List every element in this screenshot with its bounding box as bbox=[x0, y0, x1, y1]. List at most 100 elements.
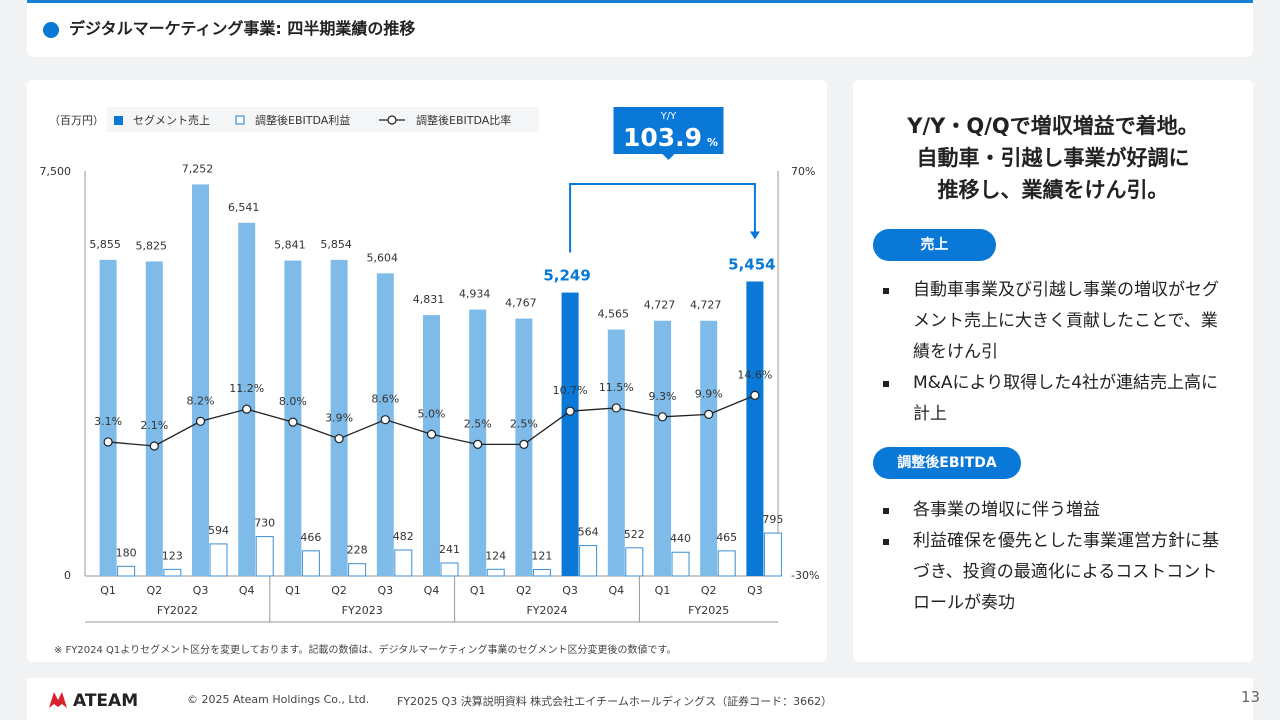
ebitda-value-label: 121 bbox=[531, 549, 552, 562]
document-info: FY2025 Q3 決算説明資料 株式会社エイチームホールディングス（証券コード… bbox=[397, 695, 833, 708]
copyright-text: © 2025 Ateam Holdings Co., Ltd. bbox=[187, 693, 370, 706]
headline-line: 自動車・引越し事業が好調に bbox=[916, 146, 1190, 170]
legend-swatch-sales bbox=[114, 116, 123, 125]
ratio-point bbox=[288, 417, 298, 427]
ebitda-value-label: 228 bbox=[347, 544, 368, 557]
yoy-value: 103.9 bbox=[623, 123, 702, 152]
ratio-value-label: 8.0% bbox=[279, 395, 307, 408]
page-number: 13 bbox=[1241, 688, 1261, 706]
ratio-value-label: 2.5% bbox=[464, 417, 492, 430]
unit-label: （百万円） bbox=[49, 114, 104, 127]
ratio-value-label: 2.1% bbox=[140, 419, 168, 432]
bullet-dot-icon bbox=[43, 22, 59, 38]
x-tick-label: Q3 bbox=[377, 584, 393, 597]
yoy-unit: % bbox=[707, 136, 718, 149]
x-tick-label: Q4 bbox=[608, 584, 624, 597]
ebitda-value-label: 440 bbox=[670, 532, 691, 545]
ebitda-bar bbox=[301, 550, 320, 577]
sales-value-label: 5,249 bbox=[543, 267, 590, 285]
footer: ATEAM © 2025 Ateam Holdings Co., Ltd. FY… bbox=[27, 678, 1253, 720]
ratio-point bbox=[380, 415, 390, 425]
yoy-callout-pointer bbox=[662, 154, 675, 160]
ebitda-bar bbox=[671, 551, 690, 577]
ratio-point bbox=[657, 412, 668, 422]
sales-bar bbox=[654, 320, 671, 576]
ebitda-bar bbox=[394, 549, 413, 577]
ratio-point bbox=[334, 434, 344, 444]
page-title: デジタルマーケティング事業: 四半期業績の推移 bbox=[69, 19, 416, 38]
x-tick-label: Q3 bbox=[747, 584, 763, 597]
section-pill-ebitda: 調整後EBITDA bbox=[873, 447, 1021, 479]
ebitda-value-label: 465 bbox=[716, 531, 737, 544]
logo-text: ATEAM bbox=[73, 691, 138, 710]
x-group-label: FY2022 bbox=[157, 604, 198, 617]
sales-bar bbox=[238, 222, 256, 576]
y2-tick-label: 70% bbox=[791, 165, 815, 178]
legend-swatch-ebitda bbox=[235, 115, 245, 125]
sales-value-label: 4,727 bbox=[690, 299, 722, 312]
ratio-point bbox=[611, 403, 621, 413]
sales-value-label: 4,565 bbox=[598, 307, 630, 320]
ebitda-bar bbox=[440, 562, 459, 577]
summary-panel: Y/Y・Q/Qで増収増益で着地。 自動車・引越し事業が好調に 推移し、業績をけん… bbox=[853, 80, 1253, 662]
sales-bar bbox=[192, 184, 209, 576]
ratio-point bbox=[242, 404, 252, 414]
ratio-point bbox=[473, 439, 483, 449]
x-tick-label: Q1 bbox=[100, 584, 116, 597]
ebitda-value-label: 124 bbox=[485, 549, 506, 562]
sales-bar bbox=[99, 259, 117, 576]
ratio-value-label: 11.5% bbox=[599, 381, 634, 394]
sales-value-label: 5,825 bbox=[136, 239, 168, 252]
ratio-point bbox=[565, 406, 575, 416]
yoy-arrowhead bbox=[749, 231, 760, 240]
yoy-callout-box bbox=[613, 107, 724, 154]
x-tick-label: Q2 bbox=[701, 584, 717, 597]
x-group-label: FY2024 bbox=[526, 604, 567, 617]
x-tick-label: Q1 bbox=[655, 584, 671, 597]
x-tick-label: Q2 bbox=[331, 584, 347, 597]
headline-line: 推移し、業績をけん引。 bbox=[937, 178, 1169, 202]
ebitda-bar bbox=[209, 543, 228, 577]
yoy-connector bbox=[569, 183, 756, 253]
ratio-point bbox=[103, 437, 113, 447]
sales-value-label: 5,841 bbox=[274, 239, 306, 252]
y2-tick-label: -30% bbox=[791, 569, 819, 582]
ebitda-value-label: 482 bbox=[393, 530, 414, 543]
ebitda-value-label: 180 bbox=[116, 546, 137, 559]
ebitda-bar bbox=[486, 568, 505, 577]
sales-value-label: 4,934 bbox=[459, 288, 491, 301]
ebitda-bar bbox=[348, 563, 367, 577]
logo-mark-icon bbox=[49, 692, 67, 708]
x-tick-label: Q4 bbox=[239, 584, 255, 597]
ratio-value-label: 14.6% bbox=[737, 368, 772, 381]
ratio-point bbox=[149, 441, 159, 451]
sales-bar bbox=[376, 273, 394, 576]
section-pill-sales: 売上 bbox=[873, 229, 996, 261]
headline-line: Y/Y・Q/Qで増収増益で着地。 bbox=[907, 114, 1199, 138]
x-tick-label: Q4 bbox=[424, 584, 440, 597]
x-tick-label: Q3 bbox=[193, 584, 209, 597]
x-tick-label: Q1 bbox=[470, 584, 486, 597]
sales-value-label: 4,831 bbox=[413, 293, 445, 306]
sales-bullets: 自動車事業及び引越し事業の増収がセグメント売上に大きく貢献したことで、業績をけん… bbox=[883, 275, 1223, 430]
x-group-label: FY2025 bbox=[688, 604, 729, 617]
legend-background bbox=[107, 107, 539, 132]
ratio-value-label: 9.9% bbox=[695, 387, 723, 400]
ratio-point bbox=[704, 409, 714, 420]
ebitda-bar bbox=[163, 568, 182, 577]
ebitda-value-label: 123 bbox=[162, 549, 183, 562]
sales-bar bbox=[145, 261, 163, 576]
sales-value-label: 6,541 bbox=[228, 201, 260, 214]
sales-value-label: 5,855 bbox=[89, 238, 121, 251]
ebitda-value-label: 730 bbox=[254, 517, 275, 530]
sales-value-label: 4,767 bbox=[505, 297, 537, 310]
sales-value-label: 4,727 bbox=[644, 299, 676, 312]
yoy-label: Y/Y bbox=[660, 111, 677, 122]
ratio-point bbox=[426, 429, 437, 439]
sales-bar bbox=[607, 329, 625, 576]
ratio-point bbox=[195, 416, 206, 426]
ebitda-bar bbox=[532, 568, 551, 577]
legend-label: 調整後EBITDA利益 bbox=[255, 113, 350, 127]
ratio-value-label: 8.6% bbox=[371, 393, 399, 406]
sales-value-label: 5,854 bbox=[320, 238, 352, 251]
